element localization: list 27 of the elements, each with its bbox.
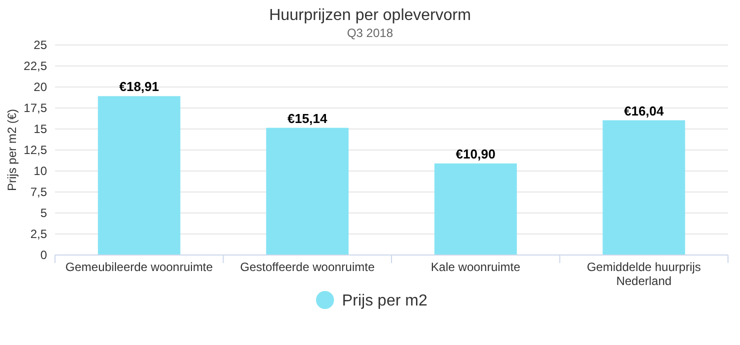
bar [602, 120, 686, 255]
bar [434, 163, 517, 255]
y-tick-label: 0 [40, 248, 48, 262]
bar [98, 96, 180, 255]
y-tick-label: 20 [34, 80, 48, 94]
y-tick-label: 10 [34, 164, 48, 178]
y-tick-label: 17,5 [24, 101, 48, 116]
x-tick-label: Gemiddelde huurprijs Nederland [586, 260, 701, 288]
legend-label: Prijs per m2 [342, 292, 428, 310]
x-tick-label: Kale woonruimte [430, 260, 521, 274]
data-label: €18,91 [119, 79, 160, 94]
y-tick-label: 2,5 [30, 227, 48, 242]
y-tick-label: 25 [34, 38, 48, 52]
y-tick-label: 12,5 [24, 143, 48, 158]
chart-title: Huurprijzen per oplevervorm [269, 7, 471, 24]
data-label: €15,14 [287, 110, 328, 126]
data-label: €16,04 [624, 103, 665, 118]
y-tick-label: 15 [34, 122, 48, 136]
data-label: €10,90 [456, 146, 496, 162]
y-tick-label: 5 [40, 206, 48, 220]
bar [266, 128, 349, 255]
chart-subtitle: Q3 2018 [346, 26, 394, 40]
y-tick-label: 22,5 [24, 59, 48, 74]
y-axis-title: Prijs per m2 (€) [5, 108, 19, 192]
y-tick-label: 7,5 [30, 185, 48, 200]
x-tick-label: Gestoffeerde woonruimte [240, 260, 375, 274]
x-tick-label: Gemeubileerde woonruimte [65, 260, 214, 274]
